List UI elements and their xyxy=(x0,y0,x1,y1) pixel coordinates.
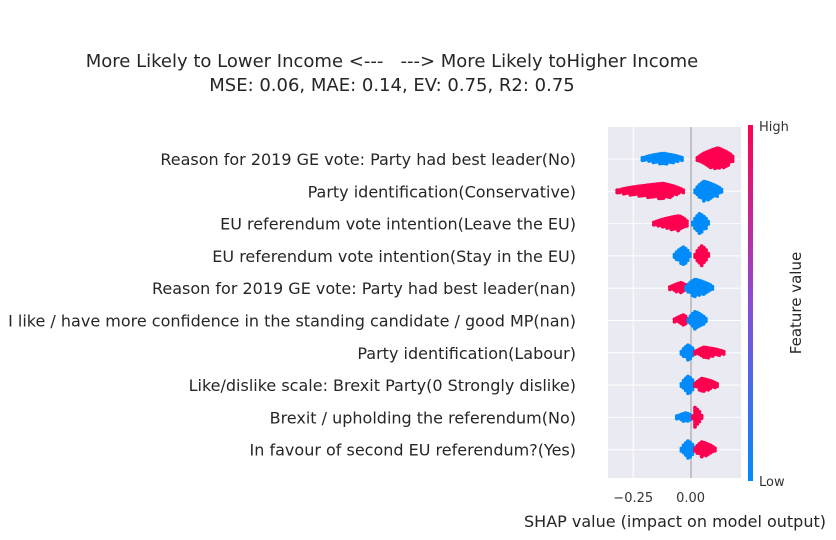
shap-point xyxy=(688,254,692,259)
colorbar-title: Feature value xyxy=(787,252,805,354)
shap-point xyxy=(685,258,690,263)
feature-label: EU referendum vote intention(Leave the E… xyxy=(220,215,576,234)
shap-points xyxy=(615,146,735,460)
shap-cluster-low xyxy=(679,374,697,396)
shap-point xyxy=(690,387,695,392)
x-axis-label: SHAP value (impact on model output) xyxy=(524,512,826,531)
shap-point xyxy=(683,261,688,265)
feature-label: Reason for 2019 GE vote: Party had best … xyxy=(152,279,576,298)
shap-point xyxy=(713,448,717,453)
shap-cluster-high xyxy=(690,405,704,429)
shap-cluster-low xyxy=(672,245,692,266)
shap-cluster-low xyxy=(640,151,684,166)
x-tick-label: 0.00 xyxy=(676,491,705,506)
shap-point xyxy=(706,222,711,226)
shap-cluster-high xyxy=(652,214,689,233)
feature-labels: Reason for 2019 GE vote: Party had best … xyxy=(8,150,576,460)
shap-point xyxy=(730,159,735,164)
shap-point xyxy=(697,419,702,424)
shap-point xyxy=(704,319,708,324)
shap-point xyxy=(704,226,708,231)
shap-point xyxy=(690,452,695,457)
feature-label: Party identification(Conservative) xyxy=(308,182,576,201)
colorbar xyxy=(748,125,753,481)
shap-cluster-low xyxy=(686,310,708,331)
shap-cluster-high xyxy=(693,376,719,393)
x-ticks: −0.25 0.00 xyxy=(613,491,705,506)
shap-point xyxy=(719,190,724,194)
shap-point xyxy=(699,416,704,420)
plot-area xyxy=(608,127,741,478)
shap-cluster-high xyxy=(693,345,726,360)
shap-point xyxy=(685,224,689,228)
shap-cluster-high xyxy=(615,181,686,201)
shap-point xyxy=(695,422,700,426)
shap-point xyxy=(721,352,726,356)
shap-point xyxy=(680,158,684,163)
colorbar-high-label: High xyxy=(759,120,789,135)
feature-label: EU referendum vote intention(Stay in the… xyxy=(212,247,576,266)
shap-point xyxy=(688,455,693,459)
shap-point xyxy=(715,384,719,389)
shap-cluster-high xyxy=(695,146,735,171)
shap-cluster-low xyxy=(693,179,724,203)
shap-point xyxy=(710,287,715,291)
feature-label: In favour of second EU referendum?(Yes) xyxy=(250,441,576,460)
feature-label: I like / have more confidence in the sta… xyxy=(8,312,576,331)
shap-point xyxy=(726,163,731,167)
feature-label: Like/dislike scale: Brexit Party(0 Stron… xyxy=(189,376,576,395)
shap-point xyxy=(688,356,693,361)
shap-point xyxy=(688,390,693,395)
shap-point xyxy=(715,194,719,199)
feature-label: Brexit / upholding the referendum(No) xyxy=(270,408,576,427)
feature-label: Party identification(Labour) xyxy=(357,344,576,363)
chart-title: More Likely to Lower Income <--- ---> Mo… xyxy=(85,51,699,72)
shap-point xyxy=(701,321,706,326)
x-tick-label: −0.25 xyxy=(613,491,653,506)
shap-point xyxy=(693,425,697,429)
shap-point xyxy=(699,263,704,268)
shap-cluster-high xyxy=(693,244,711,268)
shap-point xyxy=(699,229,704,234)
shap-point xyxy=(706,254,711,258)
chart-subtitle: MSE: 0.06, MAE: 0.14, EV: 0.75, R2: 0.75 xyxy=(209,75,575,96)
shap-cluster-low xyxy=(684,277,715,299)
colorbar-low-label: Low xyxy=(759,475,785,490)
shap-cluster-high xyxy=(693,440,717,459)
shap-point xyxy=(704,257,708,262)
shap-cluster-low xyxy=(690,212,711,236)
shap-point xyxy=(702,260,706,265)
shap-point xyxy=(681,190,686,195)
feature-label: Reason for 2019 GE vote: Party had best … xyxy=(160,150,576,169)
